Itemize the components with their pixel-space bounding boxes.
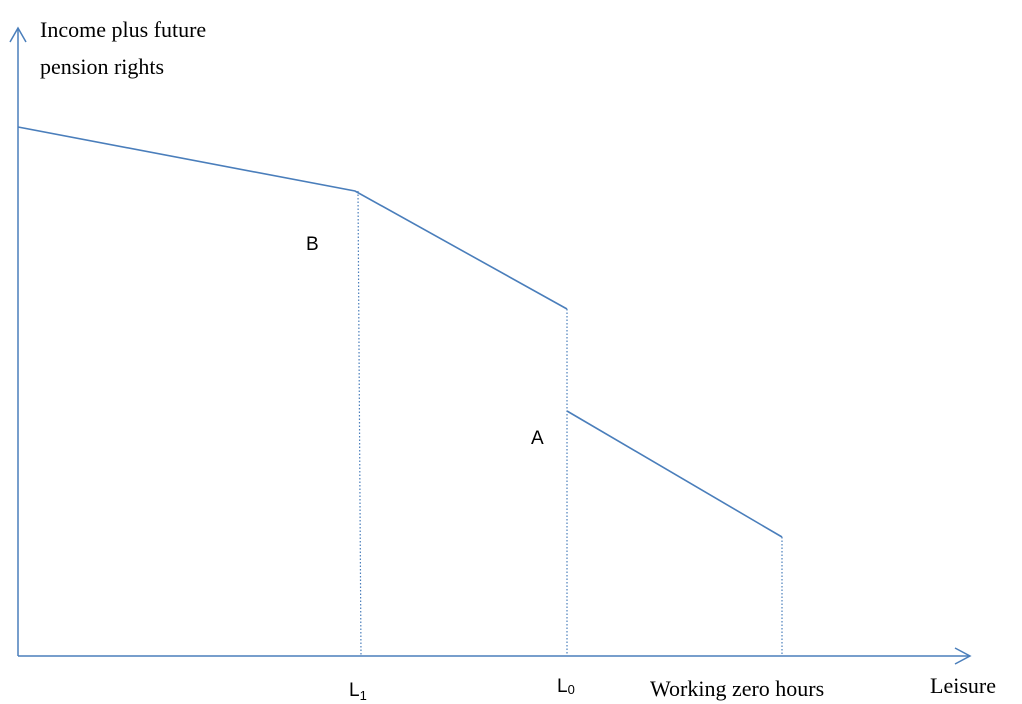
y-axis-arrow bbox=[9, 26, 27, 43]
point-label: A bbox=[531, 428, 544, 449]
marker-label: L1 bbox=[349, 680, 367, 703]
budget-line-upper bbox=[17, 126, 568, 310]
x-axis-arrow bbox=[954, 647, 972, 665]
y-axis-label: pension rights bbox=[40, 54, 164, 79]
budget-line-lower bbox=[566, 410, 783, 538]
marker-sub: 1 bbox=[360, 688, 367, 703]
marker-sub: 0 bbox=[568, 682, 575, 697]
marker-main: L bbox=[349, 680, 360, 701]
drop-line-l1 bbox=[357, 190, 362, 657]
marker-label: L0 bbox=[557, 676, 575, 697]
marker-label: Working zero hours bbox=[650, 676, 824, 701]
point-label: B bbox=[306, 234, 319, 255]
y-axis-label: Income plus future bbox=[40, 17, 206, 42]
marker-main: L bbox=[557, 676, 568, 697]
x-axis-label: Leisure bbox=[930, 673, 996, 698]
